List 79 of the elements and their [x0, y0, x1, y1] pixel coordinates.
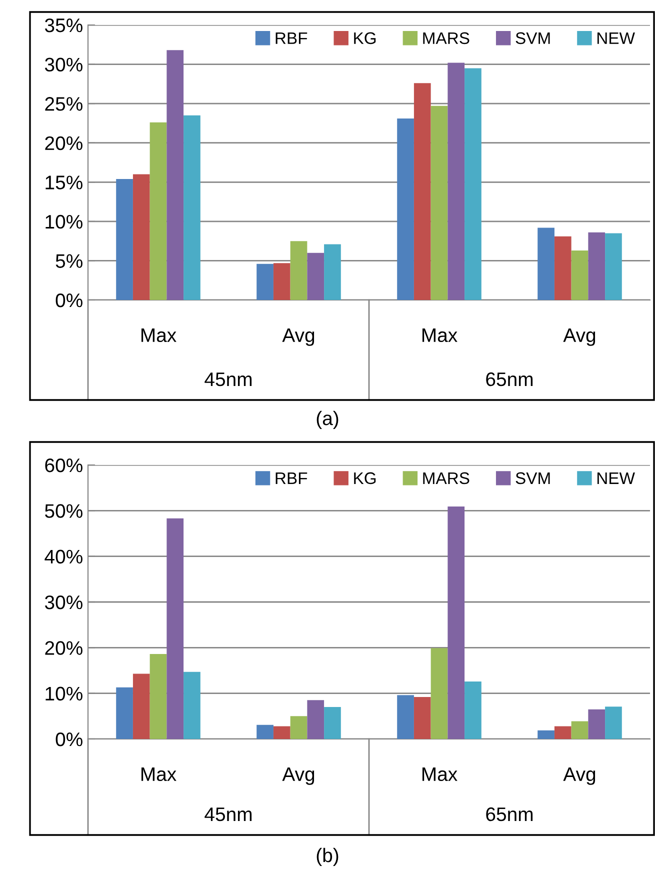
x-tick-label: Avg: [282, 767, 314, 785]
bar: [464, 681, 482, 739]
bar: [273, 726, 290, 739]
x-tick-label: Avg: [282, 328, 314, 346]
y-tick-label: 5%: [56, 254, 82, 268]
x-tick-label: Avg: [563, 328, 596, 346]
text: 45nm: [204, 808, 252, 822]
bar: [538, 730, 554, 739]
x-tick-label: Max: [422, 767, 458, 782]
bar: [571, 721, 588, 739]
text: (a): [316, 410, 338, 430]
bar: [554, 726, 572, 739]
bar: [414, 696, 431, 739]
bar: [397, 695, 414, 739]
legend-label: SVM: [516, 472, 550, 484]
bar: [256, 264, 274, 300]
bar: [290, 716, 308, 739]
bar: [605, 706, 622, 739]
y-tick-label: 25%: [45, 97, 82, 111]
bar: [430, 648, 448, 739]
bar: [538, 228, 554, 300]
x-tick-label: Max: [141, 767, 176, 782]
bar: [588, 709, 606, 739]
bar: [166, 518, 184, 739]
x-tick-label: Max: [422, 328, 458, 342]
text: 65nm: [486, 807, 533, 822]
bar: [290, 241, 308, 300]
bar: [307, 700, 324, 739]
y-tick-label: 40%: [44, 550, 82, 564]
bar: [150, 122, 167, 300]
bar: [116, 687, 133, 739]
legend-label: KG: [354, 472, 376, 484]
x-tick-label: Max: [141, 328, 176, 342]
bar: [324, 244, 341, 300]
legend-label: NEW: [597, 32, 635, 44]
bar: [554, 236, 572, 300]
bar: [184, 672, 200, 739]
bar: [571, 250, 588, 300]
bar: [307, 252, 324, 300]
y-tick-label: 15%: [46, 176, 82, 190]
bar: [273, 263, 290, 300]
bar: [448, 506, 465, 739]
y-tick-label: 20%: [45, 641, 82, 655]
text: 65nm: [486, 372, 533, 386]
y-tick-label: 60%: [45, 458, 82, 472]
legend-label: NEW: [597, 472, 635, 484]
legend-label: KG: [354, 32, 376, 44]
legend-label: MARS: [423, 32, 470, 44]
y-tick-label: 35%: [44, 18, 82, 32]
y-tick-label: 30%: [44, 58, 82, 72]
bar: [132, 674, 150, 739]
y-tick-label: 0%: [56, 293, 82, 308]
bar: [430, 106, 448, 300]
bar: [464, 68, 482, 300]
bar: [150, 654, 167, 739]
bar: [116, 179, 133, 300]
bar: [256, 724, 274, 739]
y-tick-label: 30%: [44, 595, 82, 610]
bar: [448, 62, 465, 300]
bar: [397, 118, 414, 300]
bar: [324, 707, 341, 739]
y-tick-label: 50%: [45, 504, 82, 518]
y-tick-label: 20%: [45, 136, 82, 150]
legend-label: SVM: [516, 32, 550, 44]
legend-label: RBF: [276, 32, 308, 44]
bar: [132, 174, 150, 300]
y-tick-label: 10%: [46, 686, 82, 701]
text: (b): [316, 848, 338, 866]
y-tick-label: 0%: [56, 732, 82, 746]
legend-label: MARS: [423, 472, 470, 484]
bar: [588, 232, 606, 300]
y-tick-label: 10%: [46, 214, 82, 229]
bar: [184, 115, 200, 300]
bar: [414, 83, 431, 300]
bar: [605, 233, 622, 300]
bar: [166, 50, 184, 300]
text: 45nm: [204, 372, 252, 386]
x-tick-label: Avg: [563, 767, 596, 785]
legend-label: RBF: [276, 472, 308, 484]
